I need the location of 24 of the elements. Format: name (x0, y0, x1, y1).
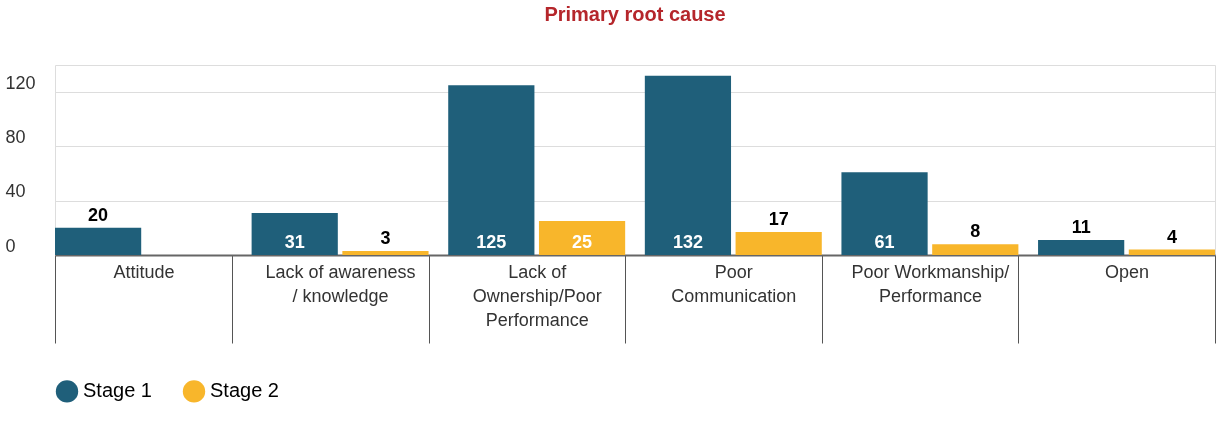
x-tick-label: Open (1105, 261, 1150, 282)
data-label: 132 (672, 232, 703, 252)
data-label: 20 (88, 204, 109, 225)
data-label: 4 (1166, 226, 1177, 247)
data-label: 125 (476, 232, 507, 252)
y-tick-label: 40 (5, 181, 26, 202)
data-label: 25 (572, 232, 593, 252)
data-label: 8 (970, 221, 981, 242)
y-tick-label: 80 (5, 126, 26, 147)
x-tick-label: Poor Communication (671, 261, 797, 306)
x-tick-label: Lack of Ownership/Poor Performance (472, 261, 602, 330)
x-tick-label: Lack of awareness / knowledge (265, 261, 416, 306)
data-label: 11 (1071, 217, 1091, 238)
x-tick-label: Poor Workmanship/Performance (851, 261, 1010, 306)
x-tick-label: Attitude (113, 261, 175, 282)
y-tick-label: 0 (5, 235, 16, 256)
chart-title: Primary root cause (544, 3, 726, 25)
data-label: 31 (284, 232, 305, 252)
legend-label: Stage 1 (83, 379, 152, 402)
data-label: 3 (380, 227, 391, 248)
legend-label: Stage 2 (210, 379, 279, 402)
data-label: 17 (768, 208, 789, 229)
y-tick-label: 120 (5, 72, 36, 93)
data-label: 61 (874, 232, 895, 252)
